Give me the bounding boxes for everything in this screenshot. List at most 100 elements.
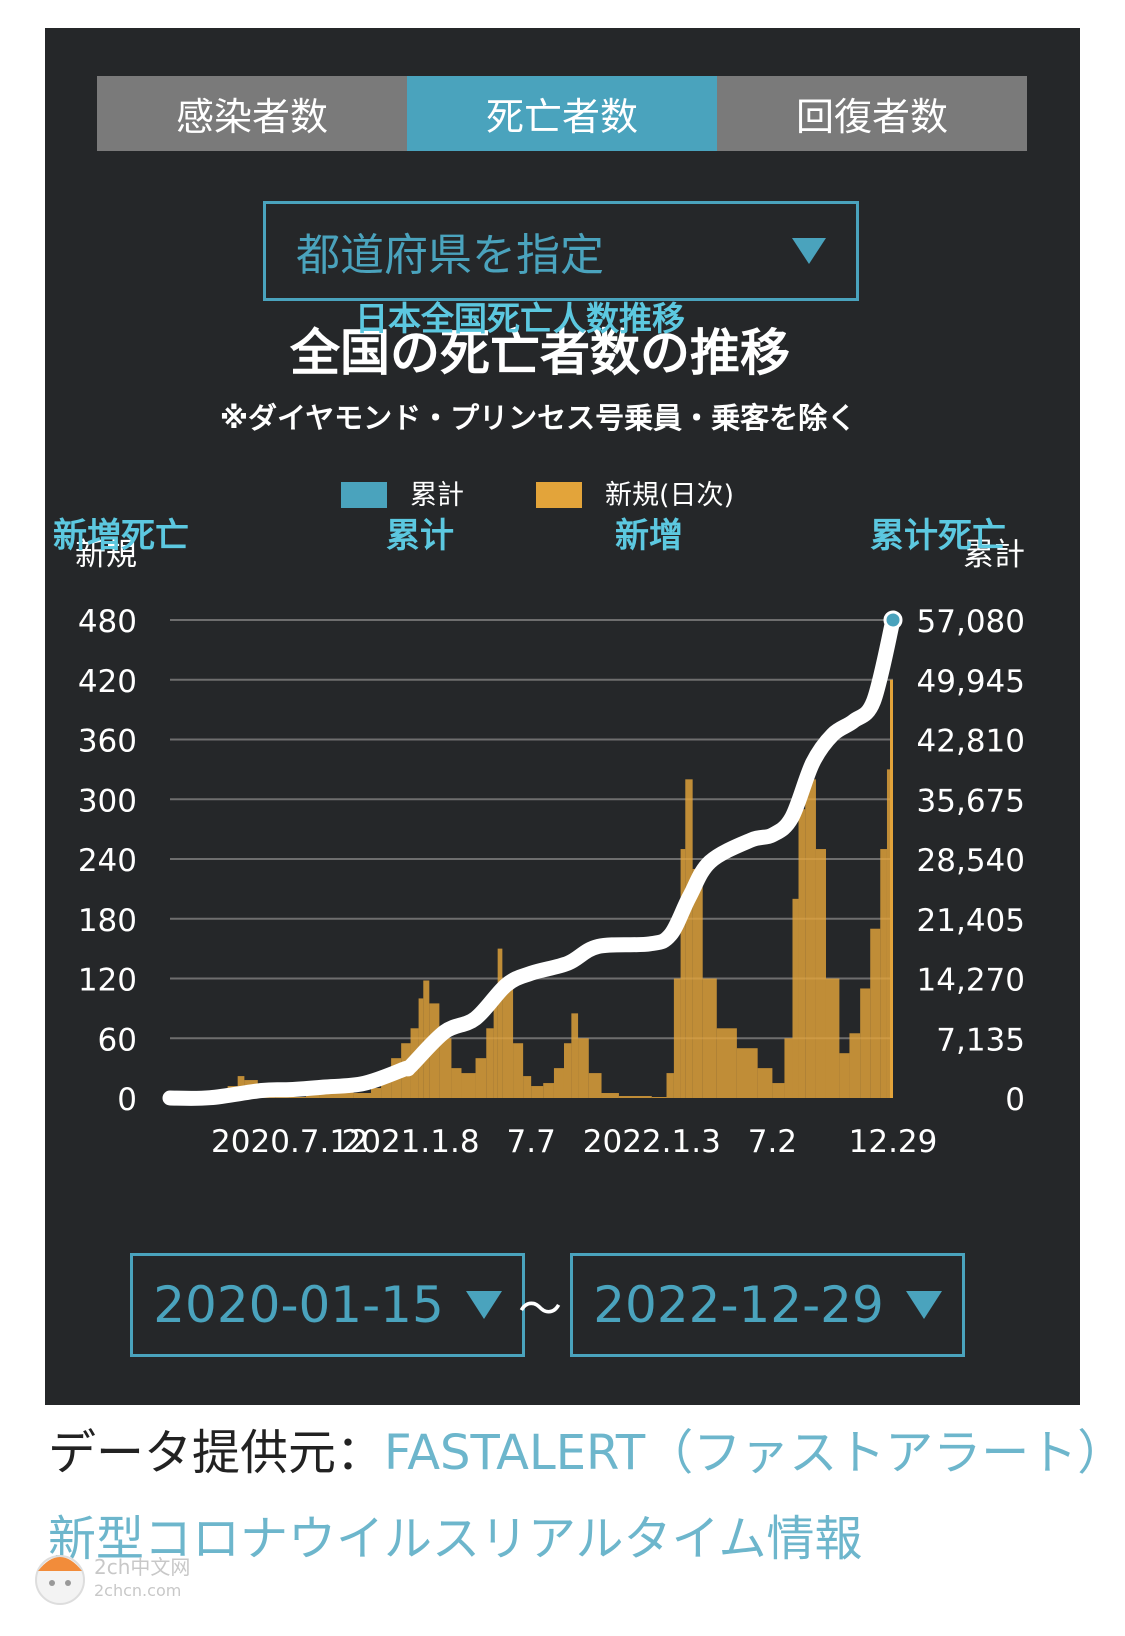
start-date-value: 2020-01-15: [153, 1276, 444, 1334]
y-left-tick-label: 360: [78, 724, 137, 760]
tab-recoveries[interactable]: 回復者数: [717, 76, 1027, 151]
chevron-down-icon: [792, 238, 826, 264]
daily-bar: [381, 1073, 392, 1098]
daily-bar: [553, 1068, 564, 1098]
daily-bar: [497, 948, 503, 1098]
tab-infections[interactable]: 感染者数: [97, 76, 407, 151]
daily-bar: [486, 1028, 494, 1098]
daily-bar: [680, 849, 686, 1098]
cumulative-endpoint: [883, 610, 903, 630]
chart-subtitle: ※ダイヤモンド・プリンセス号乗員・乗客を除く: [220, 401, 856, 435]
daily-bar: [757, 1068, 773, 1098]
x-tick-label: 2020.7.12: [211, 1124, 369, 1160]
mascot-icon: [35, 1555, 85, 1605]
daily-bar: [805, 779, 816, 1098]
watermark: 2ch中文网 2chcn.com: [32, 1545, 242, 1621]
y-right-tick-label: 7,135: [936, 1022, 1025, 1058]
prefecture-select[interactable]: 都道府県を指定: [263, 201, 859, 301]
daily-bar: [784, 1038, 793, 1098]
overlay-legend-daily-cn: 新增: [615, 516, 683, 556]
daily-bar: [666, 1073, 674, 1098]
end-date-select[interactable]: 2022-12-29: [570, 1253, 965, 1357]
daily-bar: [333, 1091, 354, 1098]
x-tick-label: 2022.1.3: [583, 1124, 721, 1160]
daily-bar: [353, 1093, 372, 1098]
daily-bar: [601, 1093, 619, 1098]
daily-bar: [513, 1043, 524, 1098]
daily-bar: [531, 1086, 544, 1098]
watermark-text-1: 2ch中文网: [94, 1555, 191, 1579]
start-date-select[interactable]: 2020-01-15: [130, 1253, 525, 1357]
right-axis-title: 累計: [963, 537, 1025, 573]
cumulative-line: [162, 612, 901, 1106]
daily-bar: [880, 849, 887, 1098]
daily-bar: [493, 988, 498, 1098]
daily-bar: [792, 898, 799, 1098]
daily-bar: [815, 849, 826, 1098]
overlay-left-axis-cn: 新増死亡: [53, 516, 189, 556]
daily-bar: [523, 1076, 532, 1098]
daily-bar: [886, 769, 892, 1098]
daily-bar: [651, 1097, 667, 1098]
y-right-tick-label: 14,270: [917, 963, 1025, 999]
tab-deaths[interactable]: 死亡者数: [407, 76, 717, 151]
daily-bar: [772, 1083, 785, 1098]
daily-bar: [736, 1048, 758, 1098]
data-source-link[interactable]: FASTALERT（ファストアラート）新型コロナウイルスリアルタイム情報: [48, 1425, 1102, 1567]
y-left-tick-label: 0: [117, 1082, 137, 1118]
y-right-tick-label: 21,405: [917, 903, 1025, 939]
daily-bar: [890, 679, 893, 1098]
data-source: データ提供元：FASTALERT（ファストアラート）新型コロナウイルスリアルタイ…: [48, 1410, 1108, 1582]
y-right-tick-label: 42,810: [917, 724, 1025, 760]
y-left-tick-label: 420: [78, 664, 137, 700]
y-right-tick-label: 0: [1005, 1082, 1025, 1118]
x-tick-label: 7.7: [507, 1124, 556, 1160]
y-left-tick-label: 120: [78, 963, 137, 999]
daily-bar: [716, 1028, 737, 1098]
overlay-legend-cumulative-cn: 累计: [386, 516, 454, 556]
daily-bar: [371, 1088, 382, 1098]
prefecture-select-label: 都道府県を指定: [296, 230, 604, 281]
daily-bar: [673, 978, 681, 1098]
legend-label-cumulative: 累計: [410, 480, 464, 511]
daily-bar: [439, 1038, 452, 1098]
end-date-value: 2022-12-29: [593, 1276, 884, 1334]
x-tick-label: 2021.1.8: [342, 1124, 480, 1160]
chart-title: 全国の死亡者数の推移: [289, 324, 790, 382]
y-left-tick-label: 240: [78, 843, 137, 879]
daily-bar: [825, 978, 840, 1098]
y-left-tick-label: 480: [78, 604, 137, 640]
daily-bar: [571, 1013, 579, 1098]
y-left-tick-label: 60: [98, 1022, 137, 1058]
daily-bar: [618, 1096, 652, 1098]
legend-swatch-cumulative: [341, 482, 387, 508]
death-trend-chart: 全国の死亡者数の推移 ※ダイヤモンド・プリンセス号乗員・乗客を除く 累計 新規(…: [75, 324, 1025, 1160]
daily-bar: [860, 988, 871, 1098]
daily-bar: [870, 928, 881, 1098]
daily-bar: [578, 1038, 589, 1098]
legend-swatch-daily: [536, 482, 582, 508]
daily-bar: [451, 1068, 462, 1098]
daily-bar: [588, 1073, 602, 1098]
x-tick-label: 12.29: [849, 1124, 938, 1160]
daily-bar: [563, 1043, 572, 1098]
daily-bar: [543, 1083, 554, 1098]
daily-bar: [289, 1097, 307, 1098]
date-range-separator: 〜: [518, 1284, 562, 1335]
chevron-down-icon: [465, 1291, 502, 1319]
chart-panel: 感染者数 死亡者数 回復者数 都道府県を指定 全国の死亡者数の推移 ※ダイヤモン…: [45, 28, 1080, 1405]
watermark-text-2: 2chcn.com: [94, 1581, 182, 1600]
overlay-right-axis-cn: 累计死亡: [870, 516, 1006, 556]
data-source-label: データ提供元：: [48, 1425, 385, 1481]
daily-bar: [692, 868, 703, 1098]
daily-bar: [275, 1097, 290, 1098]
metric-tabs: 感染者数 死亡者数 回復者数: [97, 76, 1027, 151]
chevron-down-icon: [905, 1291, 942, 1319]
daily-bar: [702, 978, 717, 1098]
daily-bar: [839, 1053, 850, 1098]
daily-bar: [475, 1058, 487, 1098]
y-right-tick-label: 35,675: [917, 783, 1025, 819]
y-left-tick-label: 300: [78, 783, 137, 819]
y-left-tick-label: 180: [78, 903, 137, 939]
overlay-chart-title-cn: 日本全国死亡人数推移: [355, 299, 685, 338]
